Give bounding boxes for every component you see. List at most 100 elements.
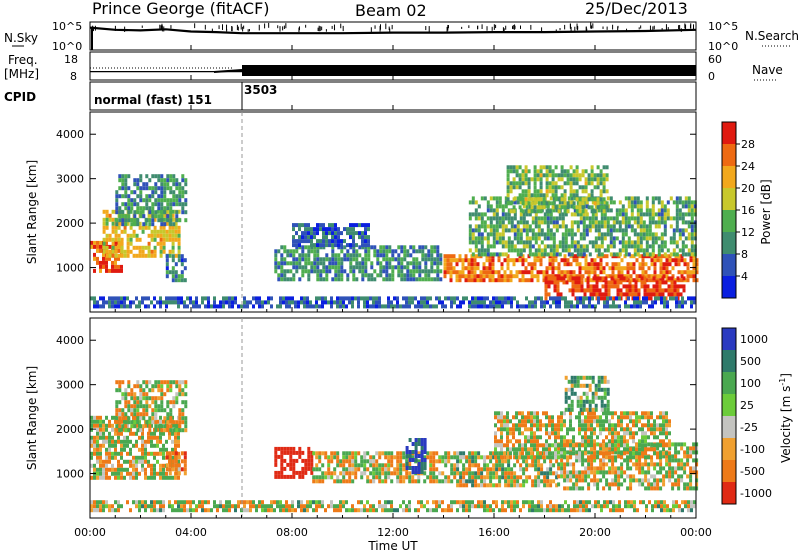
heat-cell [537, 463, 541, 468]
heat-cell [166, 404, 170, 409]
heat-cell [528, 252, 532, 257]
heat-cell [571, 276, 575, 281]
heat-cell [115, 424, 119, 429]
heat-cell [153, 296, 156, 301]
heat-cell [387, 475, 391, 480]
heat-cell [166, 424, 170, 429]
heat-cell [414, 450, 418, 454]
heat-cell [181, 380, 185, 385]
heat-cell [438, 455, 442, 460]
heat-cell [181, 400, 185, 405]
heat-cell [319, 239, 322, 244]
heat-cell [492, 451, 496, 456]
heat-cell [534, 483, 538, 488]
heat-cell [513, 228, 517, 233]
heat-cell [576, 240, 580, 245]
heat-cell [584, 197, 588, 202]
heat-cell [426, 475, 430, 480]
heat-cell [623, 478, 627, 483]
heat-cell [534, 304, 537, 309]
heat-cell [519, 228, 523, 233]
heat-cell [633, 252, 637, 257]
heat-cell [324, 471, 328, 476]
heat-cell [325, 235, 328, 240]
heat-cell [615, 296, 618, 301]
heat-cell [424, 265, 428, 270]
heat-cell [105, 240, 108, 245]
heat-cell [560, 274, 564, 279]
heat-cell [108, 253, 112, 258]
heat-cell [310, 249, 314, 254]
heat-cell [96, 423, 99, 428]
heat-cell [665, 274, 669, 279]
heat-cell [459, 483, 463, 488]
heat-cell [645, 200, 649, 205]
heat-cell [486, 236, 490, 241]
heat-cell [480, 224, 484, 229]
heat-cell [151, 206, 155, 211]
heat-cell [648, 244, 652, 249]
heat-cell [189, 300, 192, 305]
heat-cell [142, 186, 146, 191]
heat-cell [172, 174, 176, 179]
heat-cell [123, 439, 126, 444]
heat-cell [657, 236, 661, 241]
heat-cell [288, 304, 291, 309]
heat-cell [118, 214, 122, 219]
heat-cell [483, 252, 487, 257]
heat-cell [495, 459, 499, 464]
heat-cell [151, 210, 155, 215]
heat-cell [435, 467, 439, 472]
heat-cell [133, 210, 137, 215]
heat-cell [471, 451, 475, 456]
power-cb-label: 20 [741, 182, 755, 195]
heat-cell [636, 220, 640, 225]
heat-cell [599, 181, 603, 186]
heat-cell [147, 225, 151, 230]
heat-cell [695, 486, 699, 491]
heat-cell [129, 209, 133, 214]
heat-cell [585, 304, 588, 309]
heat-cell [124, 218, 128, 223]
heat-cell [635, 466, 639, 471]
heat-cell [195, 296, 198, 301]
heat-cell [492, 300, 495, 305]
heat-cell [651, 196, 655, 201]
heat-cell [587, 474, 591, 479]
heat-cell [482, 274, 486, 279]
heat-cell [596, 181, 600, 186]
heat-cell [126, 459, 129, 464]
heat-cell [157, 404, 161, 409]
heat-cell [642, 212, 646, 217]
heat-cell [141, 431, 144, 436]
heat-cell [280, 454, 284, 459]
heat-cell [153, 463, 156, 468]
heat-cell [512, 165, 516, 170]
heat-cell [459, 471, 463, 476]
heat-cell [498, 300, 501, 305]
heat-cell [163, 190, 167, 195]
heat-cell [663, 220, 667, 225]
heat-cell [619, 280, 623, 285]
heat-cell [183, 455, 187, 460]
heat-cell [108, 237, 112, 242]
heat-cell [355, 243, 358, 248]
heat-cell [148, 404, 152, 409]
heat-cell [366, 451, 370, 456]
heat-cell [659, 470, 663, 475]
heat-cell [105, 300, 108, 305]
heat-cell [503, 419, 506, 424]
heat-cell [307, 257, 311, 262]
nave-label: Nave [752, 63, 783, 77]
heat-cell [130, 198, 134, 203]
heat-cell [527, 451, 530, 456]
heat-cell [552, 244, 556, 249]
heat-cell [584, 458, 588, 463]
heat-cell [486, 232, 490, 237]
heat-cell [171, 270, 175, 275]
heat-cell [681, 244, 685, 249]
heat-cell [148, 388, 152, 393]
heat-cell [476, 274, 480, 279]
heat-cell [537, 200, 541, 205]
heat-cell [165, 274, 169, 279]
